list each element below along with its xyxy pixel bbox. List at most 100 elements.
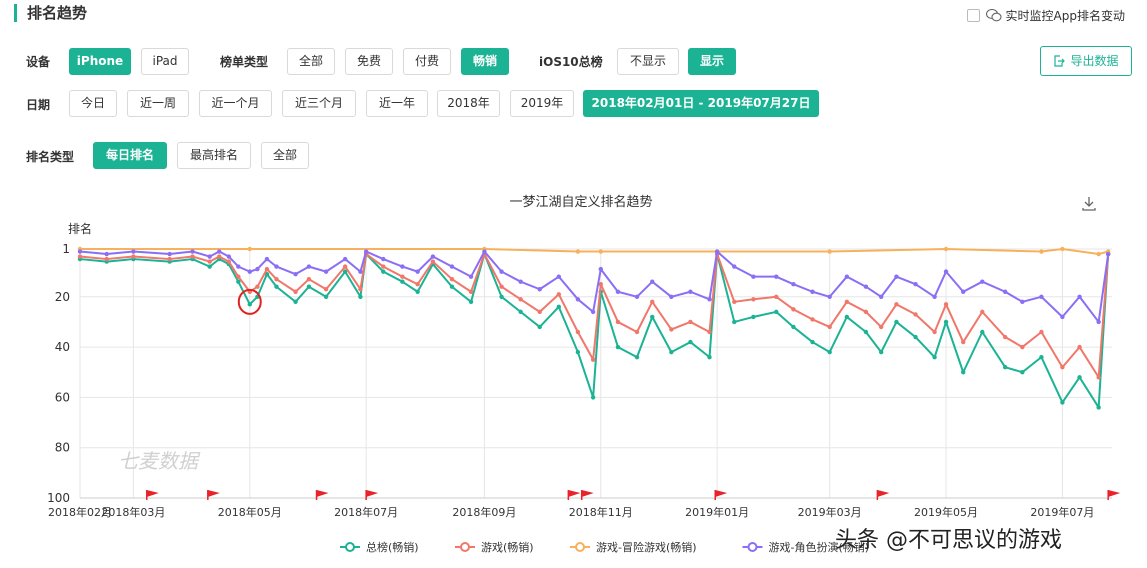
- list-type-free-button[interactable]: 免费: [345, 48, 393, 75]
- data-point: [236, 264, 241, 269]
- data-point: [844, 299, 850, 305]
- data-point: [556, 304, 562, 310]
- realtime-monitor-toggle[interactable]: 实时监控App排名变动: [966, 7, 1125, 24]
- date-year-button[interactable]: 近一年: [366, 90, 428, 117]
- series-1: [77, 251, 1111, 380]
- data-point: [894, 274, 899, 279]
- data-point: [943, 246, 949, 252]
- date-week-button[interactable]: 近一周: [127, 90, 189, 117]
- data-point: [556, 292, 562, 297]
- data-point: [878, 324, 884, 330]
- date-range-picker[interactable]: 2018年02月01日 - 2019年07月27日: [583, 90, 819, 132]
- data-point: [1060, 246, 1065, 252]
- data-point: [264, 266, 270, 272]
- data-point: [1020, 370, 1025, 375]
- data-point: [863, 329, 869, 335]
- data-point: [732, 299, 737, 305]
- legend-item[interactable]: 游戏-角色扮演(畅销): [742, 540, 870, 554]
- data-point: [878, 294, 884, 299]
- data-point: [894, 319, 899, 325]
- rank-type-label: 排名类型: [26, 150, 75, 164]
- date-three-months-button[interactable]: 近三个月: [282, 90, 356, 117]
- data-point: [575, 249, 581, 254]
- date-2018-button[interactable]: 2018年: [437, 90, 500, 117]
- list-type-all-button[interactable]: 全部: [287, 48, 335, 75]
- rank-type-daily-button[interactable]: 每日排名: [93, 142, 167, 169]
- legend-item[interactable]: 游戏-冒险游戏(畅销): [570, 540, 697, 554]
- date-month-button[interactable]: 近一个月: [199, 90, 272, 117]
- rank-type-highest-button[interactable]: 最高排名: [177, 142, 251, 169]
- data-point: [293, 271, 298, 277]
- data-point: [961, 370, 966, 375]
- date-label: 日期: [26, 98, 51, 112]
- data-point: [980, 309, 985, 315]
- series-2: [77, 246, 1111, 257]
- data-point: [274, 264, 279, 269]
- chart-event-flags: [146, 490, 1121, 500]
- data-point: [293, 289, 298, 294]
- x-tick-label: 2018年09月: [452, 505, 516, 519]
- data-point: [1096, 375, 1101, 380]
- date-today-button[interactable]: 今日: [69, 90, 117, 117]
- data-point: [342, 269, 348, 274]
- data-point: [615, 319, 621, 325]
- event-flag-icon: [1107, 490, 1121, 500]
- export-icon: [1054, 55, 1066, 67]
- data-point: [449, 284, 455, 289]
- y-tick-label: 20: [55, 290, 70, 304]
- data-point: [707, 297, 712, 302]
- data-point: [650, 279, 655, 284]
- data-point: [323, 269, 329, 274]
- event-flag-icon: [567, 490, 581, 500]
- data-point: [615, 289, 621, 294]
- annotation-circle: [237, 288, 262, 315]
- data-point: [482, 249, 487, 254]
- export-data-button[interactable]: 导出数据: [1040, 46, 1132, 76]
- y-tick-label: 80: [55, 441, 70, 455]
- list-type-grossing-button[interactable]: 畅销: [461, 48, 509, 75]
- data-point: [207, 254, 212, 259]
- data-point: [236, 274, 241, 279]
- ios10-hide-button[interactable]: 不显示: [617, 48, 679, 75]
- data-point: [131, 249, 136, 254]
- data-point: [449, 276, 455, 282]
- data-point: [104, 251, 109, 257]
- data-point: [1060, 365, 1065, 370]
- device-ipad-button[interactable]: iPad: [141, 48, 189, 75]
- data-point: [77, 254, 83, 259]
- data-point: [207, 264, 212, 269]
- data-point: [468, 274, 474, 279]
- series-line: [80, 248, 1109, 256]
- data-point: [537, 287, 542, 292]
- data-point: [358, 269, 363, 274]
- data-point: [236, 279, 241, 284]
- event-flag-icon: [365, 490, 379, 500]
- date-2019-button[interactable]: 2019年: [510, 90, 574, 117]
- data-point: [358, 294, 363, 299]
- event-flag-icon: [580, 490, 594, 500]
- x-tick-label: 2018年02月: [48, 505, 112, 519]
- event-flag-icon: [146, 490, 159, 500]
- data-point: [468, 289, 474, 294]
- data-point: [1077, 294, 1082, 299]
- data-point: [774, 309, 779, 315]
- data-point: [190, 249, 195, 254]
- data-point: [827, 294, 832, 299]
- ios10-label: iOS10总榜: [539, 55, 603, 69]
- list-type-paid-button[interactable]: 付费: [403, 48, 451, 75]
- data-point: [167, 256, 172, 262]
- event-flag-icon: [207, 490, 220, 500]
- chart-legend: 总榜(畅销) 游戏(畅销) 游戏-冒险游戏(畅销) 游戏-角色扮演(畅销): [340, 540, 869, 554]
- rank-type-all-button[interactable]: 全部: [261, 142, 309, 169]
- data-point: [598, 249, 603, 254]
- legend-item[interactable]: 游戏(畅销): [455, 540, 534, 554]
- y-axis-label: 排名: [68, 221, 92, 236]
- realtime-checkbox[interactable]: [966, 9, 980, 22]
- series-0: [77, 251, 1111, 410]
- legend-item[interactable]: 总榜(畅销): [340, 540, 419, 554]
- ios10-show-button[interactable]: 显示: [688, 48, 736, 75]
- data-point: [827, 249, 832, 254]
- download-icon[interactable]: [1082, 197, 1096, 211]
- data-point: [844, 314, 850, 320]
- device-iphone-button[interactable]: iPhone: [69, 48, 131, 75]
